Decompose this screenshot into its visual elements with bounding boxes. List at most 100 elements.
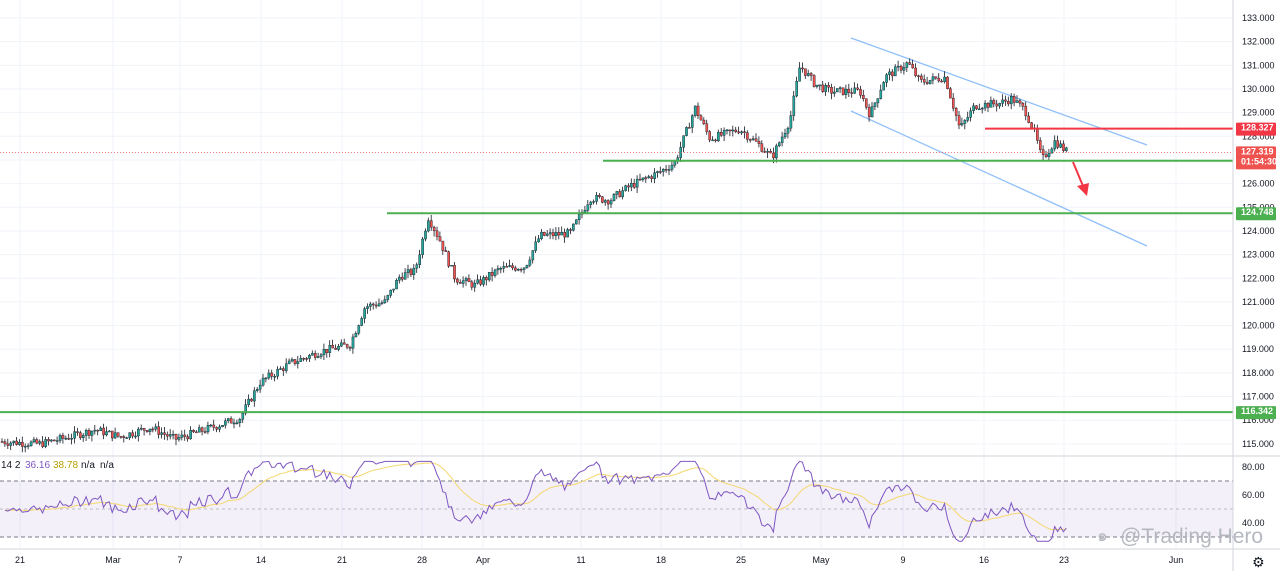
candle-body <box>447 251 451 267</box>
candle-body <box>717 132 720 142</box>
candle-body <box>369 303 372 307</box>
candle-body <box>1018 100 1022 104</box>
candle-body <box>650 176 653 179</box>
candle-body <box>490 272 494 276</box>
candle-body <box>1027 115 1030 123</box>
candle-body <box>821 84 825 92</box>
candle-body <box>978 108 981 111</box>
candle-body <box>804 68 807 76</box>
time-tick-label: 7 <box>177 555 182 565</box>
candle-body <box>84 430 88 436</box>
candle-body <box>778 142 781 147</box>
candle-body <box>621 190 624 198</box>
candle-body <box>183 434 187 437</box>
time-tick-label: 28 <box>417 555 427 565</box>
candle-body <box>192 429 195 433</box>
level-badge <box>1236 207 1276 221</box>
candle-body <box>644 177 648 179</box>
candle-body <box>812 75 816 87</box>
price-tick-label: 128.000 <box>1242 131 1275 141</box>
candle-body <box>899 65 903 71</box>
candle-body <box>885 74 888 83</box>
candle-body <box>450 265 453 267</box>
candle-body <box>1050 148 1054 154</box>
candle-body <box>485 277 488 281</box>
candle-body <box>279 368 282 370</box>
candle-body <box>285 363 288 371</box>
candle-body <box>81 435 85 438</box>
candle-body <box>618 191 622 198</box>
settings-gear-button[interactable]: ⚙ <box>1252 555 1265 571</box>
candle-body <box>986 103 990 108</box>
candle-body <box>722 129 726 136</box>
candle-body <box>908 62 912 65</box>
candle-body <box>923 79 926 83</box>
candle-body <box>238 419 242 424</box>
candle-body <box>1004 99 1007 102</box>
level-badge-text: 124.748 <box>1241 207 1274 217</box>
candle-body <box>415 264 419 269</box>
candle-body <box>563 232 566 238</box>
candle-body <box>592 201 595 203</box>
rsi-tick-label: 80.00 <box>1242 462 1265 472</box>
candle-body <box>302 358 306 360</box>
candle-body <box>1053 140 1057 150</box>
candle-body <box>322 349 326 355</box>
candle-body <box>615 191 619 195</box>
candle-body <box>1041 149 1045 155</box>
candle-body <box>87 430 91 436</box>
candle-body <box>435 230 439 237</box>
price-tick-label: 124.000 <box>1242 226 1275 236</box>
candle-body <box>168 434 172 437</box>
candle-body <box>981 107 984 110</box>
price-tick-label: 122.000 <box>1242 273 1275 283</box>
candle-body <box>586 204 590 211</box>
candle-body <box>55 440 59 442</box>
candle-body <box>41 441 44 447</box>
gear-icon[interactable]: ⚙ <box>1252 555 1265 571</box>
candle-body <box>148 428 152 432</box>
candle-body <box>949 88 952 99</box>
watermark: ๑ @Trading Hero <box>1097 525 1263 548</box>
time-tick-label: 21 <box>15 555 25 565</box>
candle-body <box>35 439 39 444</box>
time-tick-label: Apr <box>476 555 490 565</box>
candle-body <box>267 372 271 379</box>
candle-body <box>96 429 100 432</box>
rsi-line <box>4 460 1067 542</box>
candle-body <box>58 435 62 441</box>
candle-body <box>105 431 108 436</box>
candle-body <box>270 372 274 377</box>
price-tick-label: 115.000 <box>1242 439 1274 449</box>
candle-body <box>786 127 790 134</box>
candle-body <box>424 230 427 240</box>
candle-body <box>499 268 503 270</box>
candle-body <box>714 139 717 142</box>
candle-body <box>1021 102 1025 107</box>
candle-body <box>946 76 949 89</box>
grid <box>0 0 1233 548</box>
candle-body <box>412 267 416 275</box>
candle-body <box>633 182 636 188</box>
candle-body <box>725 129 729 132</box>
candle-body <box>972 105 975 112</box>
candle-body <box>760 143 764 152</box>
candle-body <box>983 103 987 109</box>
candle-body <box>966 117 970 121</box>
rsi-pane <box>0 460 1233 542</box>
candle-body <box>209 424 213 427</box>
candle-body <box>856 87 859 90</box>
candle-body <box>838 87 842 89</box>
candle-body <box>902 67 906 71</box>
candle-body <box>963 120 967 124</box>
level-badge-text: 116.342 <box>1241 406 1273 416</box>
candle-body <box>827 85 830 88</box>
candle-body <box>395 280 398 290</box>
candle-body <box>925 81 929 84</box>
price-tick-label: 123.000 <box>1242 250 1275 260</box>
candle-body <box>32 439 36 443</box>
candle-body <box>691 115 694 128</box>
candle-body <box>673 161 677 166</box>
candle-body <box>200 427 204 432</box>
